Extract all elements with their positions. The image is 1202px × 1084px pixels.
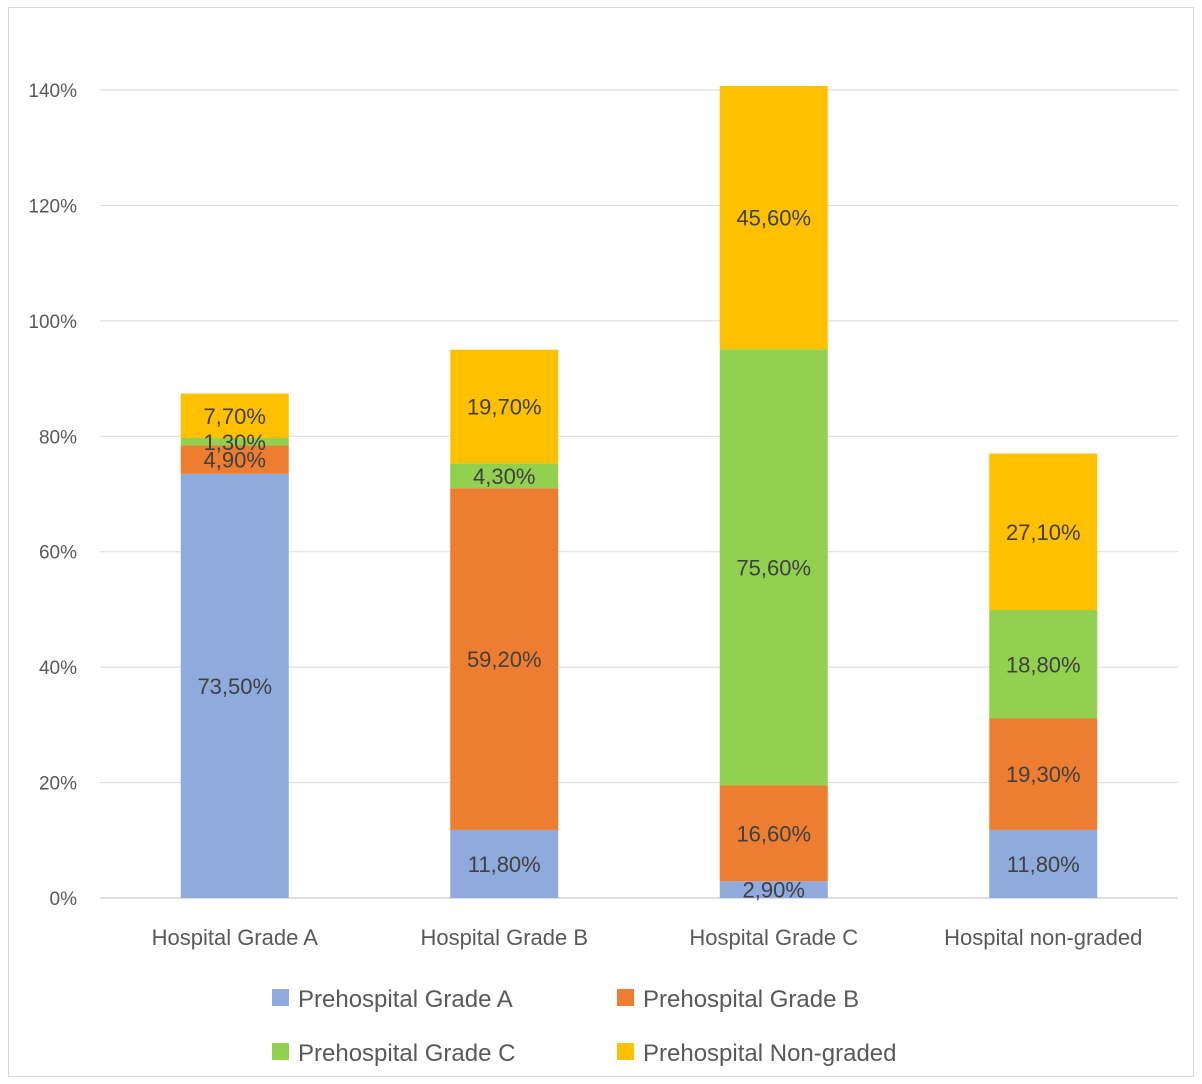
y-tick-label: 100% — [28, 312, 77, 333]
y-tick-label: 80% — [39, 427, 77, 448]
bar-segment — [450, 349, 559, 464]
bar-segment — [989, 453, 1098, 611]
bar-segment — [989, 829, 1098, 898]
bar-segment — [180, 438, 289, 446]
bar-segment — [450, 488, 559, 830]
category-label: Hospital Grade B — [420, 925, 588, 950]
bar-segment — [719, 785, 828, 882]
legend-label: Prehospital Grade B — [643, 986, 859, 1013]
y-tick-label: 20% — [39, 774, 77, 795]
bar-segment — [180, 393, 289, 439]
legend-swatch — [272, 1043, 289, 1060]
data-label: 45,60% — [736, 206, 811, 231]
bar-segment — [180, 445, 289, 474]
category-label: Hospital non-graded — [944, 925, 1142, 950]
data-label: 27,10% — [1006, 520, 1081, 545]
legend-swatch — [272, 989, 289, 1006]
data-label: 11,80% — [468, 852, 541, 877]
bar-segment — [719, 881, 828, 898]
y-tick-label: 140% — [28, 81, 77, 102]
legend-swatch — [617, 989, 634, 1006]
y-axis-tick-labels: 0% 20% 40% 60% 80% 100% 120% 140% — [28, 81, 77, 910]
legend-label: Prehospital Non-graded — [643, 1040, 897, 1067]
y-tick-label: 0% — [50, 889, 78, 910]
bar-segment — [450, 463, 559, 489]
data-label: 2,90% — [743, 878, 805, 903]
bar-segment — [450, 829, 559, 898]
y-tick-label: 60% — [39, 543, 77, 564]
y-tick-label: 40% — [39, 658, 77, 679]
legend: Prehospital Grade A Prehospital Grade B Pr… — [272, 986, 897, 1067]
bar-segment — [989, 610, 1098, 719]
data-label: 19,30% — [1006, 762, 1081, 787]
category-label: Hospital Grade C — [689, 925, 858, 950]
category-label: Hospital Grade A — [152, 925, 319, 950]
data-label: 4,30% — [473, 464, 535, 489]
legend-swatch — [617, 1043, 634, 1060]
data-label: 7,70% — [204, 404, 266, 429]
bars — [180, 85, 1098, 898]
data-label: 73,50% — [197, 674, 272, 699]
data-label: 75,60% — [736, 555, 811, 580]
legend-label: Prehospital Grade C — [298, 1040, 515, 1067]
data-label: 19,70% — [467, 395, 542, 420]
data-label: 11,80% — [1007, 852, 1080, 877]
data-label: 4,90% — [204, 448, 266, 473]
bar-segment — [719, 85, 828, 350]
x-axis-category-labels: Hospital Grade A Hospital Grade B Hospital… — [152, 925, 1143, 950]
data-label: 1,30% — [204, 430, 266, 455]
data-labels: 73,50% 4,90%1,30%7,70% 11,80% 59,20% 4,30% 19… — [197, 206, 1080, 903]
y-tick-label: 120% — [28, 196, 77, 217]
bar-segment — [719, 349, 828, 786]
bar-segment — [180, 473, 289, 898]
bar-segment — [989, 718, 1098, 830]
data-label: 59,20% — [467, 647, 542, 672]
legend-label: Prehospital Grade A — [298, 986, 513, 1013]
data-label: 16,60% — [736, 821, 811, 846]
data-label: 18,80% — [1006, 652, 1081, 677]
